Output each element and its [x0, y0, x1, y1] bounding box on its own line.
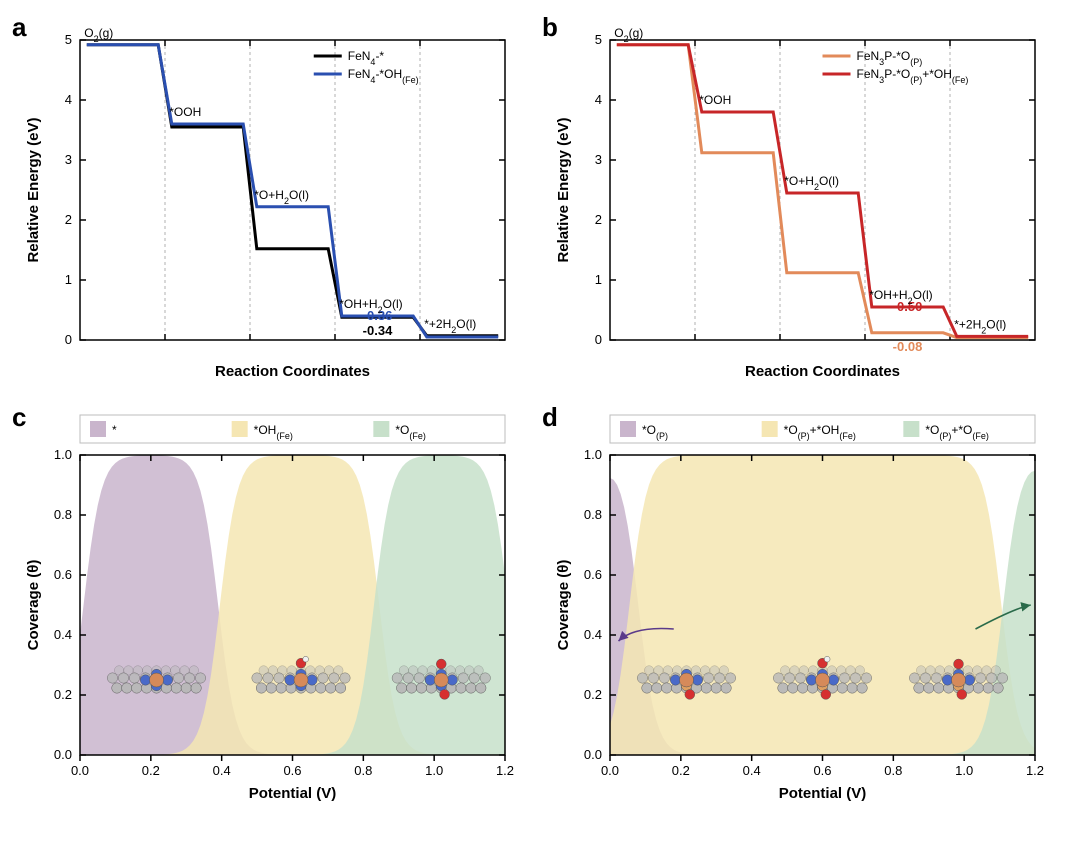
svg-text:*O(P): *O(P): [642, 423, 668, 441]
svg-text:2: 2: [595, 212, 602, 227]
panel-d: d *O(P)*O(P)+*OH(Fe)*O(P)+*O(Fe)0.00.20.…: [550, 410, 1060, 810]
panel-label-d: d: [542, 402, 558, 433]
svg-text:0.0: 0.0: [584, 747, 602, 762]
svg-text:0.8: 0.8: [884, 763, 902, 778]
svg-text:1.0: 1.0: [955, 763, 973, 778]
svg-text:3: 3: [595, 152, 602, 167]
svg-text:1.0: 1.0: [584, 447, 602, 462]
svg-text:0.0: 0.0: [601, 763, 619, 778]
svg-text:0.0: 0.0: [71, 763, 89, 778]
svg-text:0.6: 0.6: [813, 763, 831, 778]
svg-text:Relative Energy (eV): Relative Energy (eV): [25, 117, 42, 262]
coverage-chart-c: * *OH(Fe) *O(Fe) 0.0 0.2 0.4 0.6 0.8 1.0 1.2 0.0 0.…: [20, 410, 520, 810]
panel-label-a: a: [12, 12, 26, 43]
panel-label-b: b: [542, 12, 558, 43]
svg-text:*OOH: *OOH: [169, 105, 201, 119]
svg-text:*O(P)+*OH(Fe): *O(P)+*OH(Fe): [784, 423, 856, 441]
svg-text:1.2: 1.2: [496, 763, 514, 778]
svg-text:0.2: 0.2: [584, 687, 602, 702]
svg-text:Coverage (θ): Coverage (θ): [25, 560, 42, 651]
svg-text:0.8: 0.8: [584, 507, 602, 522]
panel-c: c **OH(Fe)*O(Fe)0.00.20.40.60.81.01.20.0…: [20, 410, 530, 810]
panel-a: a 012345-0.34-0.36O2(g)*OOH*O+H2O(l)*OH+…: [20, 20, 530, 390]
svg-text:*O(P)+*O(Fe): *O(P)+*O(Fe): [925, 423, 989, 441]
coverage-chart-d: *O(P) *O(P)+*OH(Fe) *O(P)+*O(Fe) 0.0 0.2 0.4 0…: [550, 410, 1050, 810]
svg-text:1.0: 1.0: [425, 763, 443, 778]
svg-text:1: 1: [595, 272, 602, 287]
svg-text:Coverage (θ): Coverage (θ): [555, 560, 572, 651]
svg-text:0.8: 0.8: [354, 763, 372, 778]
svg-text:0.2: 0.2: [142, 763, 160, 778]
svg-text:0.4: 0.4: [743, 763, 761, 778]
svg-text:0.6: 0.6: [283, 763, 301, 778]
svg-text:5: 5: [595, 32, 602, 47]
svg-text:4: 4: [65, 92, 72, 107]
svg-text:0.4: 0.4: [584, 627, 602, 642]
svg-text:4: 4: [595, 92, 602, 107]
svg-text:0.4: 0.4: [54, 627, 72, 642]
svg-text:0.0: 0.0: [54, 747, 72, 762]
svg-text:*: *: [112, 423, 117, 437]
molecule-icon: [107, 666, 205, 693]
svg-text:-0.08: -0.08: [893, 339, 923, 354]
svg-text:1.2: 1.2: [1026, 763, 1044, 778]
step-chart-b: 012345-0.08-0.50O2(g)*OOH*O+H2O(l)*OH+H2…: [550, 20, 1050, 390]
svg-text:0: 0: [65, 332, 72, 347]
svg-text:0.8: 0.8: [54, 507, 72, 522]
svg-text:0.4: 0.4: [213, 763, 231, 778]
svg-text:*OOH: *OOH: [699, 93, 731, 107]
svg-text:Relative Energy (eV): Relative Energy (eV): [555, 117, 572, 262]
svg-text:-0.34: -0.34: [363, 323, 393, 338]
svg-text:0: 0: [595, 332, 602, 347]
svg-text:0.6: 0.6: [584, 567, 602, 582]
svg-text:1: 1: [65, 272, 72, 287]
svg-text:2: 2: [65, 212, 72, 227]
svg-text:0.2: 0.2: [54, 687, 72, 702]
svg-text:3: 3: [65, 152, 72, 167]
svg-text:Reaction Coordinates: Reaction Coordinates: [745, 363, 900, 380]
svg-text:*O(Fe): *O(Fe): [395, 423, 426, 441]
svg-text:1.0: 1.0: [54, 447, 72, 462]
panel-label-c: c: [12, 402, 26, 433]
svg-text:0.6: 0.6: [54, 567, 72, 582]
panel-b: b 012345-0.08-0.50O2(g)*OOH*O+H2O(l)*OH+…: [550, 20, 1060, 390]
step-chart-a: 012345-0.34-0.36O2(g)*OOH*O+H2O(l)*OH+H2…: [20, 20, 520, 390]
svg-text:Potential (V): Potential (V): [249, 785, 337, 802]
svg-text:*OH(Fe): *OH(Fe): [254, 423, 293, 441]
svg-text:0.2: 0.2: [672, 763, 690, 778]
svg-text:Potential (V): Potential (V): [779, 785, 867, 802]
svg-text:Reaction Coordinates: Reaction Coordinates: [215, 363, 370, 380]
svg-text:5: 5: [65, 32, 72, 47]
